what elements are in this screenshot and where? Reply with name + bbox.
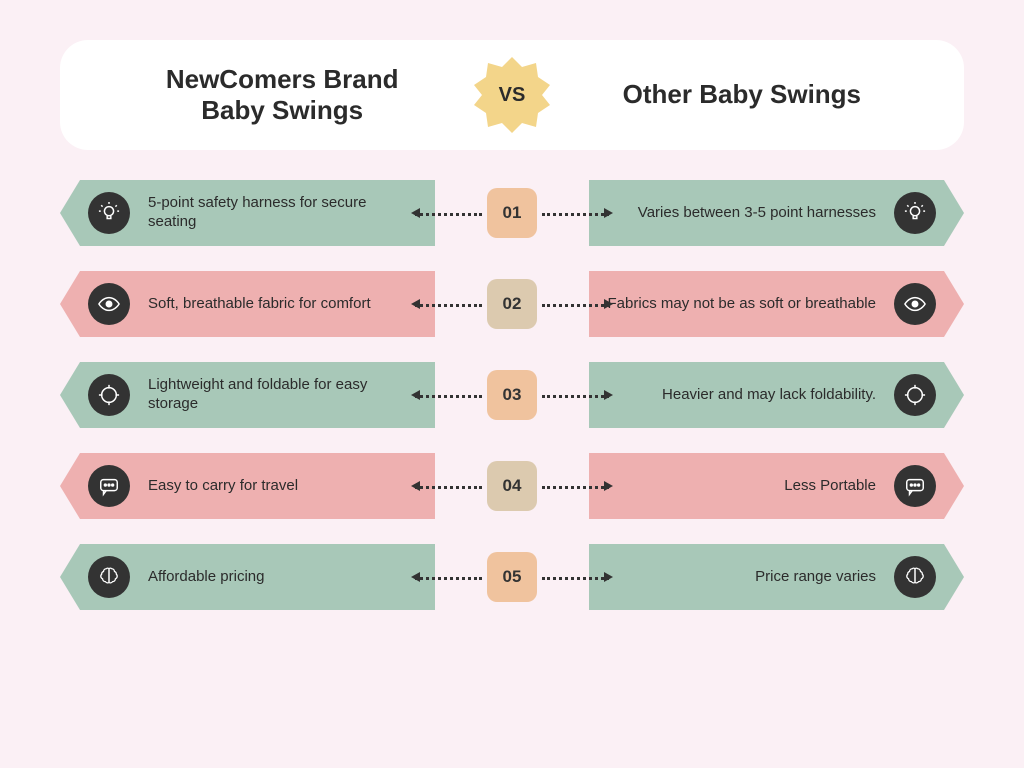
row-center: 03 [435,370,589,420]
left-bar: Lightweight and foldable for easy storag… [60,362,435,428]
chat-icon [894,465,936,507]
arrow-right-icon [604,390,613,400]
arrow-right-icon [604,481,613,491]
left-feature-text: Soft, breathable fabric for comfort [130,295,435,314]
eye-icon [88,283,130,325]
dotted-connector [542,213,609,216]
comparison-row: Easy to carry for travel 04 Less Portabl… [60,453,964,519]
bulb-icon [88,192,130,234]
arrow-right-icon [604,572,613,582]
row-center: 05 [435,552,589,602]
left-feature-text: 5-point safety harness for secure seatin… [130,194,435,232]
right-bar: Price range varies [589,544,964,610]
right-bar: Heavier and may lack foldability. [589,362,964,428]
comparison-rows: 5-point safety harness for secure seatin… [60,180,964,610]
bulb-icon [894,192,936,234]
comparison-row: 5-point safety harness for secure seatin… [60,180,964,246]
right-header-title: Other Baby Swings [552,79,932,110]
target-icon [894,374,936,416]
right-feature-text: Fabrics may not be as soft or breathable [589,295,894,314]
arrow-right-icon [604,208,613,218]
right-bar: Less Portable [589,453,964,519]
chat-icon [88,465,130,507]
comparison-header: NewComers BrandBaby Swings VS Other Baby… [60,40,964,150]
left-bar: 5-point safety harness for secure seatin… [60,180,435,246]
dotted-connector [415,577,482,580]
row-center: 04 [435,461,589,511]
eye-icon [894,283,936,325]
row-number-badge: 01 [487,188,537,238]
vs-label: VS [499,84,526,107]
target-icon [88,374,130,416]
arrow-right-icon [604,299,613,309]
dotted-connector [415,304,482,307]
left-header-title: NewComers BrandBaby Swings [92,64,472,126]
right-feature-text: Varies between 3-5 point harnesses [589,204,894,223]
comparison-row: Affordable pricing 05 Price range varies [60,544,964,610]
left-bar: Easy to carry for travel [60,453,435,519]
brain-icon [88,556,130,598]
right-bar: Varies between 3-5 point harnesses [589,180,964,246]
dotted-connector [542,486,609,489]
row-number-badge: 02 [487,279,537,329]
row-number-badge: 03 [487,370,537,420]
right-feature-text: Price range varies [589,568,894,587]
row-number-badge: 04 [487,461,537,511]
comparison-row: Lightweight and foldable for easy storag… [60,362,964,428]
dotted-connector [415,486,482,489]
dotted-connector [542,395,609,398]
right-feature-text: Heavier and may lack foldability. [589,386,894,405]
vs-badge: VS [472,55,552,135]
dotted-connector [542,577,609,580]
row-center: 02 [435,279,589,329]
left-feature-text: Easy to carry for travel [130,477,435,496]
dotted-connector [415,213,482,216]
left-bar: Affordable pricing [60,544,435,610]
right-feature-text: Less Portable [589,477,894,496]
brain-icon [894,556,936,598]
comparison-row: Soft, breathable fabric for comfort 02 F… [60,271,964,337]
left-feature-text: Lightweight and foldable for easy storag… [130,376,435,414]
left-bar: Soft, breathable fabric for comfort [60,271,435,337]
right-bar: Fabrics may not be as soft or breathable [589,271,964,337]
dotted-connector [542,304,609,307]
left-feature-text: Affordable pricing [130,568,435,587]
dotted-connector [415,395,482,398]
row-center: 01 [435,188,589,238]
row-number-badge: 05 [487,552,537,602]
